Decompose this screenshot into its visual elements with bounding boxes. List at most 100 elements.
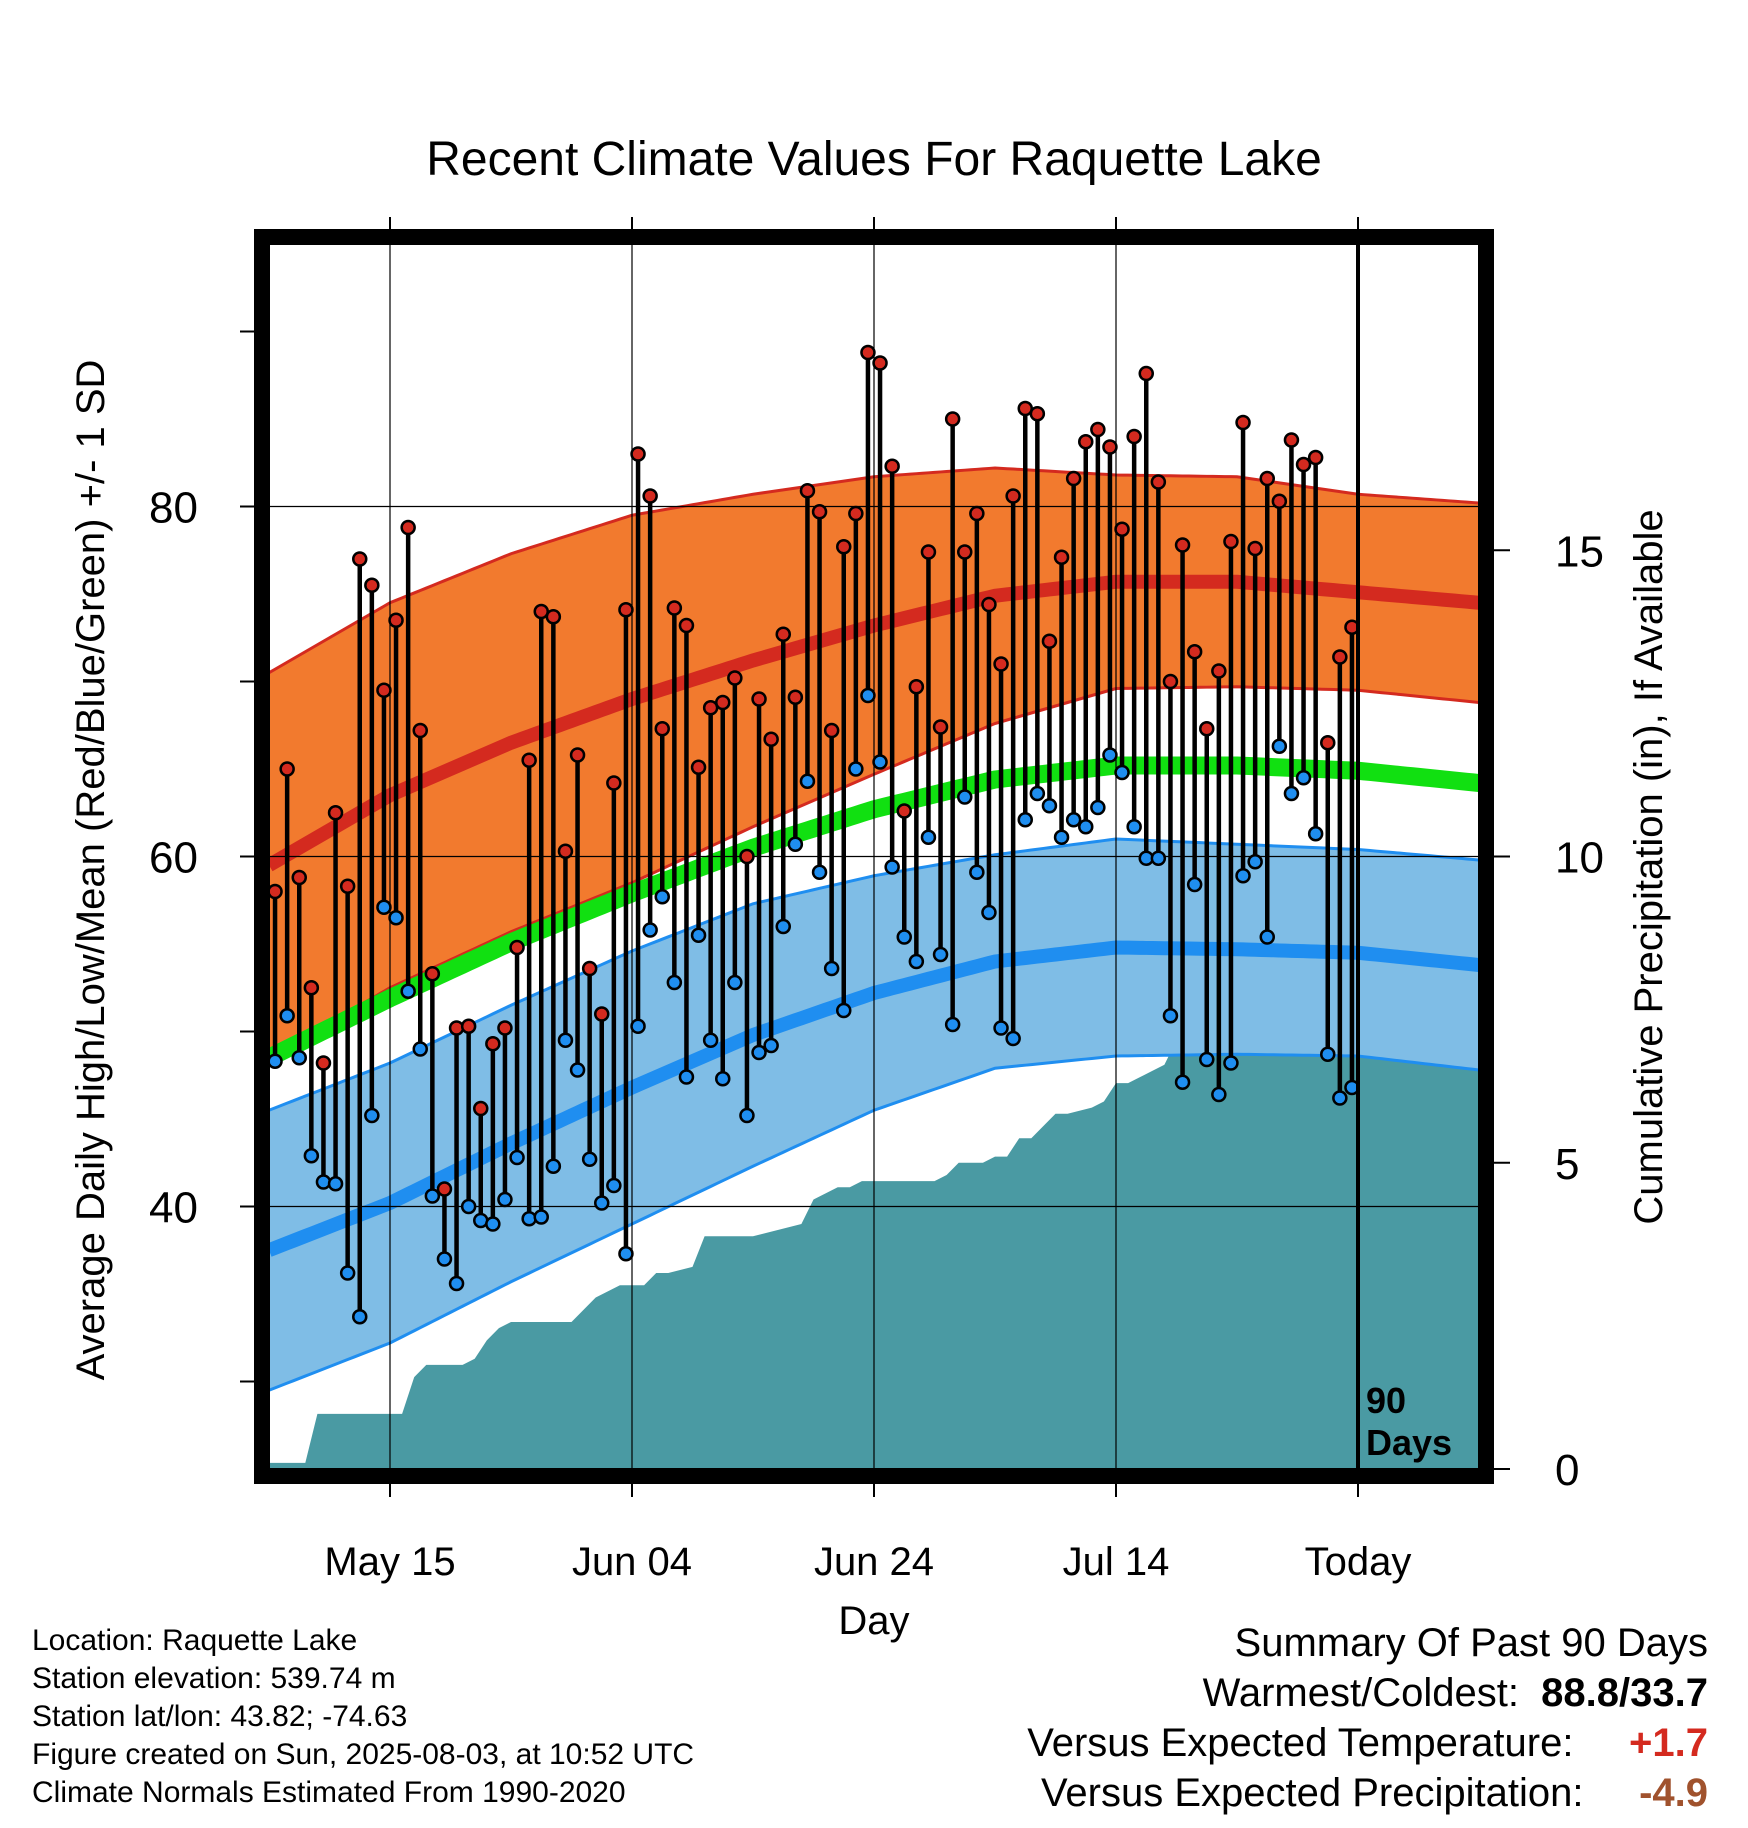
x-tick-label: Jun 24 bbox=[814, 1540, 934, 1584]
daily-low-point bbox=[424, 1188, 441, 1204]
daily-high-point bbox=[739, 848, 755, 865]
daily-low-point bbox=[521, 1211, 537, 1227]
daily-low-point bbox=[1320, 1046, 1336, 1062]
daily-high-point bbox=[642, 488, 658, 504]
daily-high-point bbox=[727, 670, 743, 686]
summary-temp-value: +1.7 bbox=[1629, 1721, 1708, 1765]
daily-low-point bbox=[932, 946, 949, 963]
daily-low-point bbox=[1295, 770, 1312, 786]
daily-low-point bbox=[739, 1107, 755, 1124]
daily-high-point bbox=[775, 626, 791, 642]
daily-low-point bbox=[884, 859, 900, 875]
daily-low-point bbox=[352, 1309, 368, 1325]
daily-high-point bbox=[1247, 540, 1263, 557]
daily-high-point bbox=[1126, 428, 1142, 445]
daily-low-point bbox=[1271, 738, 1288, 754]
daily-low-point bbox=[1041, 798, 1058, 814]
daily-low-point bbox=[787, 836, 804, 852]
daily-low-point bbox=[1283, 785, 1300, 802]
y2-tick-label: 15 bbox=[1555, 527, 1604, 576]
daily-low-point bbox=[775, 918, 791, 935]
info-elevation: Station elevation: 539.74 m bbox=[32, 1662, 396, 1695]
daily-low-point bbox=[618, 1246, 634, 1262]
daily-high-point bbox=[1150, 474, 1167, 490]
daily-low-point bbox=[485, 1216, 501, 1232]
daily-high-point bbox=[352, 551, 368, 567]
daily-high-point bbox=[836, 539, 852, 555]
daily-low-point bbox=[581, 1151, 598, 1167]
daily-high-point bbox=[497, 1020, 513, 1036]
daily-high-point bbox=[957, 544, 973, 560]
daily-low-point bbox=[1223, 1055, 1239, 1071]
daily-high-point bbox=[1041, 633, 1058, 649]
y-tick-label: 80 bbox=[149, 484, 198, 533]
daily-low-point bbox=[448, 1275, 465, 1292]
plot-frame bbox=[254, 229, 1494, 1484]
info-created: Figure created on Sun, 2025-08-03, at 10… bbox=[32, 1738, 695, 1771]
daily-low-point bbox=[436, 1251, 453, 1267]
daily-high-point bbox=[1295, 456, 1312, 473]
daily-high-point bbox=[1138, 365, 1154, 382]
daily-low-point bbox=[388, 910, 404, 926]
daily-high-point bbox=[1029, 406, 1046, 422]
daily-low-point bbox=[291, 1050, 307, 1066]
summary-precip-value: -4.9 bbox=[1639, 1771, 1708, 1815]
daily-high-point bbox=[521, 752, 537, 768]
daily-low-point bbox=[1235, 868, 1251, 884]
daily-high-point bbox=[388, 612, 404, 628]
daily-low-point bbox=[993, 1020, 1009, 1036]
daily-high-point bbox=[1283, 432, 1300, 448]
daily-high-point bbox=[763, 731, 779, 747]
today-days-label-1: 90 bbox=[1366, 1380, 1406, 1421]
daily-high-point bbox=[509, 939, 525, 956]
x-tick-label: May 15 bbox=[324, 1540, 455, 1584]
daily-high-point bbox=[473, 1100, 489, 1117]
daily-low-point bbox=[606, 1177, 622, 1194]
daily-low-point bbox=[799, 773, 816, 789]
daily-high-point bbox=[569, 747, 586, 763]
daily-low-point bbox=[1247, 854, 1263, 870]
daily-high-point bbox=[787, 689, 804, 705]
daily-high-point bbox=[860, 344, 876, 361]
info-latlon: Station lat/lon: 43.82; -74.63 bbox=[32, 1700, 408, 1733]
daily-low-point bbox=[848, 761, 864, 777]
daily-high-point bbox=[303, 980, 320, 996]
daily-high-point bbox=[715, 694, 731, 711]
daily-high-point bbox=[848, 505, 864, 522]
daily-low-point bbox=[1005, 1030, 1021, 1047]
daily-high-point bbox=[1162, 673, 1179, 690]
daily-high-point bbox=[678, 617, 695, 634]
daily-high-point bbox=[751, 691, 767, 707]
daily-low-point bbox=[1174, 1074, 1191, 1090]
daily-low-point bbox=[400, 983, 416, 999]
daily-high-point bbox=[339, 878, 356, 894]
today-days-label-2: Days bbox=[1366, 1422, 1452, 1463]
daily-high-point bbox=[811, 504, 828, 520]
daily-low-point bbox=[896, 929, 912, 945]
x-axis-label: Day bbox=[838, 1599, 909, 1643]
daily-high-point bbox=[376, 682, 392, 698]
daily-low-point bbox=[569, 1062, 586, 1078]
daily-high-point bbox=[981, 596, 997, 613]
daily-low-point bbox=[630, 1018, 646, 1034]
daily-high-point bbox=[1102, 439, 1118, 455]
daily-low-point bbox=[1065, 812, 1082, 828]
x-tick-label: Today bbox=[1305, 1540, 1412, 1584]
daily-high-point bbox=[654, 721, 670, 737]
daily-high-point bbox=[920, 544, 937, 560]
x-tick-label: Jun 04 bbox=[572, 1540, 692, 1584]
station-info: Location: Raquette Lake Station elevatio… bbox=[32, 1622, 694, 1812]
daily-low-point bbox=[678, 1069, 695, 1085]
daily-high-point bbox=[364, 577, 380, 593]
info-normals: Climate Normals Estimated From 1990-2020 bbox=[32, 1776, 626, 1809]
daily-low-point bbox=[702, 1032, 719, 1048]
daily-high-point bbox=[594, 1006, 610, 1022]
daily-high-point bbox=[630, 446, 646, 462]
daily-low-point bbox=[823, 960, 840, 977]
y-tick-label: 60 bbox=[149, 834, 198, 883]
daily-low-point bbox=[364, 1107, 380, 1124]
daily-high-point bbox=[485, 1036, 501, 1052]
daily-low-point bbox=[533, 1209, 549, 1225]
